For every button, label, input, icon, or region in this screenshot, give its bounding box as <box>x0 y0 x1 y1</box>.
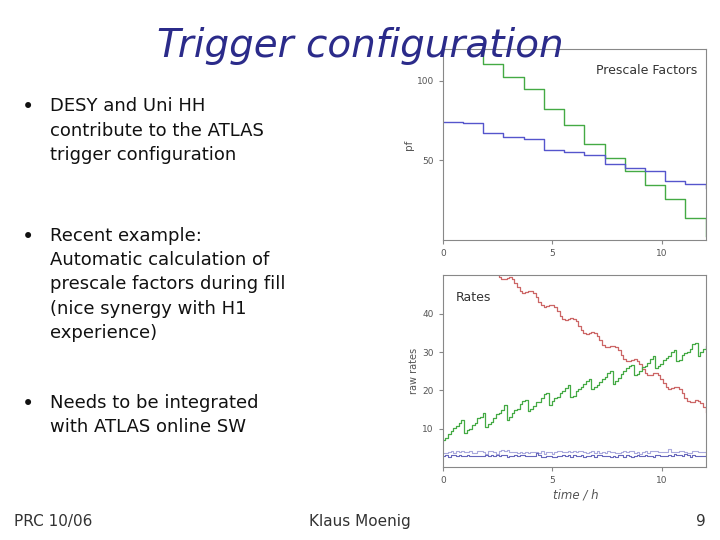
Text: •: • <box>22 227 34 247</box>
Text: Needs to be integrated
with ATLAS online SW: Needs to be integrated with ATLAS online… <box>50 394 259 436</box>
Text: Trigger configuration: Trigger configuration <box>157 27 563 65</box>
Text: Rates: Rates <box>456 291 491 303</box>
Text: •: • <box>22 97 34 117</box>
Text: •: • <box>22 394 34 414</box>
Text: 9: 9 <box>696 514 706 529</box>
Y-axis label: pf: pf <box>404 139 414 150</box>
Text: PRC 10/06: PRC 10/06 <box>14 514 93 529</box>
Text: Recent example:
Automatic calculation of
prescale factors during fill
(nice syne: Recent example: Automatic calculation of… <box>50 227 286 342</box>
Y-axis label: raw rates: raw rates <box>410 348 420 394</box>
Text: time / h: time / h <box>553 489 599 502</box>
Text: DESY and Uni HH
contribute to the ATLAS
trigger configuration: DESY and Uni HH contribute to the ATLAS … <box>50 97 264 164</box>
Text: Prescale Factors: Prescale Factors <box>596 64 698 77</box>
Text: Klaus Moenig: Klaus Moenig <box>309 514 411 529</box>
